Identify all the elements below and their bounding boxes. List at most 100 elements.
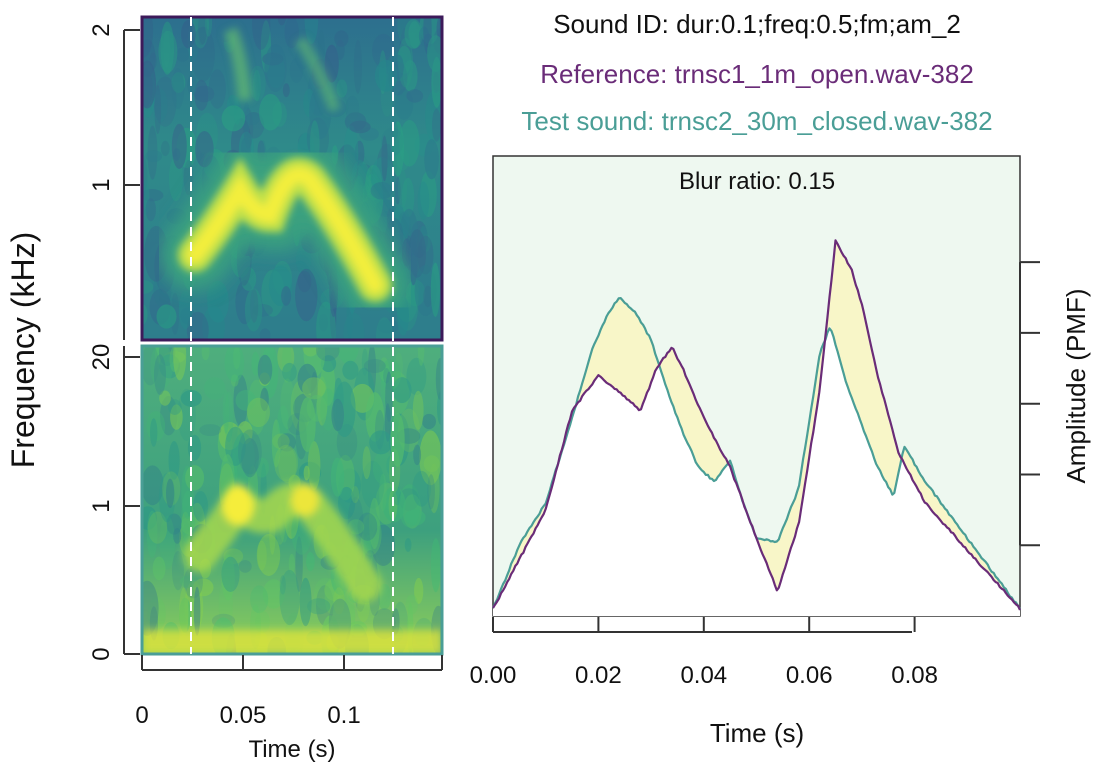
- test-y-tick-20: 20: [88, 344, 115, 371]
- texture-blob: [145, 198, 156, 222]
- texture-blob: [142, 280, 154, 294]
- texture-blob: [397, 17, 417, 47]
- texture-blob: [418, 26, 430, 46]
- texture-blob: [369, 430, 393, 455]
- texture-blob: [281, 286, 292, 306]
- texture-blob: [425, 89, 442, 143]
- texture-blob: [147, 596, 166, 631]
- texture-blob: [330, 457, 345, 497]
- texture-blob: [295, 418, 307, 460]
- texture-blob: [184, 580, 204, 634]
- texture-blob: [150, 346, 173, 389]
- texture-blob: [169, 346, 179, 373]
- envelope-y-label: Amplitude (PMF): [1061, 288, 1091, 483]
- envelope-x-label: Time (s): [710, 718, 804, 748]
- texture-blob: [160, 140, 170, 157]
- texture-blob: [369, 497, 380, 550]
- texture-blob: [379, 50, 387, 95]
- texture-blob: [430, 262, 440, 317]
- texture-blob: [297, 270, 312, 293]
- texture-blob: [307, 598, 331, 615]
- texture-blob: [279, 569, 300, 626]
- texture-blob: [185, 465, 205, 491]
- texture-blob: [208, 69, 226, 109]
- texture-blob: [261, 346, 279, 399]
- texture-blob: [406, 279, 426, 307]
- texture-blob: [320, 288, 344, 310]
- texture-blob: [201, 346, 210, 361]
- texture-blob: [272, 433, 290, 450]
- texture-blob: [142, 62, 156, 118]
- texture-blob: [397, 211, 411, 239]
- texture-blob: [142, 91, 149, 104]
- texture-blob: [344, 112, 367, 132]
- texture-blob: [218, 576, 233, 632]
- texture-blob: [143, 180, 150, 216]
- texture-blob: [281, 346, 292, 383]
- texture-blob: [354, 140, 365, 167]
- texture-blob: [324, 579, 345, 601]
- texture-blob: [419, 17, 440, 45]
- texture-blob: [154, 85, 162, 134]
- texture-blob: [277, 17, 286, 26]
- texture-blob: [244, 288, 263, 332]
- texture-blob: [153, 76, 177, 127]
- texture-blob: [222, 389, 230, 434]
- texture-blob: [419, 225, 428, 255]
- texture-blob: [412, 470, 431, 507]
- texture-blob: [249, 65, 266, 102]
- test-label: Test sound: trnsc2_30m_closed.wav-382: [521, 106, 992, 136]
- texture-blob: [147, 511, 168, 544]
- texture-blob: [404, 509, 426, 526]
- texture-blob: [392, 377, 412, 404]
- texture-blob: [379, 473, 387, 512]
- texture-blob: [142, 465, 164, 506]
- texture-blob: [171, 68, 185, 109]
- texture-blob: [320, 360, 336, 406]
- texture-blob: [409, 234, 418, 286]
- texture-blob: [345, 95, 360, 122]
- texture-blob: [193, 586, 201, 636]
- texture-blob: [316, 585, 334, 626]
- texture-blob: [329, 289, 337, 340]
- texture-blob: [379, 357, 389, 382]
- texture-blob: [252, 17, 271, 50]
- texture-blob: [267, 53, 285, 89]
- envelope-axes: 0.00 0.02 0.04 0.06 0.08: [470, 261, 1040, 689]
- texture-blob: [259, 328, 271, 340]
- envelope-plot: Blur ratio: 0.15 0.00 0.02 0.04 0.06 0.08 Ti…: [470, 155, 1091, 748]
- texture-blob: [313, 577, 338, 611]
- texture-blob: [181, 19, 196, 49]
- texture-blob: [262, 52, 284, 66]
- texture-blob: [342, 360, 359, 380]
- texture-blob: [262, 579, 285, 609]
- envelope-x-tick-label: 0.00: [470, 662, 517, 689]
- texture-blob: [217, 425, 233, 462]
- spec-x-tick-0: 0: [135, 702, 148, 729]
- texture-blob: [146, 510, 158, 558]
- texture-blob: [295, 268, 318, 322]
- texture-blob: [303, 88, 315, 118]
- texture-blob: [147, 125, 158, 180]
- texture-blob: [376, 143, 397, 192]
- spectrogram-markers: [190, 17, 394, 654]
- texture-blob: [243, 112, 265, 139]
- texture-blob: [199, 424, 222, 437]
- texture-blob: [343, 125, 359, 181]
- texture-blob: [392, 54, 404, 80]
- texture-blob: [257, 354, 273, 385]
- texture-blob: [241, 438, 259, 478]
- texture-blob: [191, 26, 215, 82]
- texture-blob: [353, 367, 375, 421]
- texture-blob: [398, 169, 407, 208]
- texture-blob: [142, 189, 164, 202]
- texture-blob: [187, 434, 202, 461]
- texture-blob: [224, 346, 245, 383]
- texture-blob: [394, 177, 401, 205]
- texture-blob: [412, 390, 424, 430]
- texture-blob: [406, 89, 424, 103]
- envelope-x-tick-label: 0.08: [891, 662, 938, 689]
- texture-blob: [179, 597, 191, 633]
- texture-blob: [383, 368, 390, 384]
- texture-blob: [280, 378, 295, 430]
